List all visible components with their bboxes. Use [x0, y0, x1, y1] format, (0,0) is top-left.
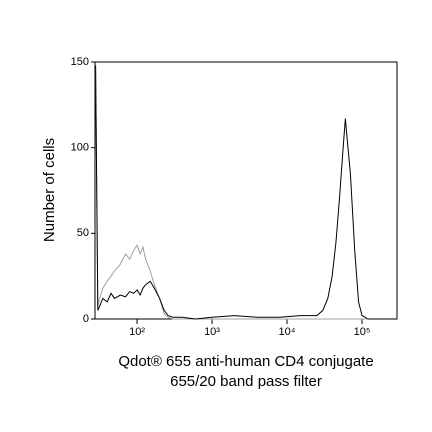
y-tick-label: 0	[83, 313, 89, 325]
x-axis-label: 655/20 band pass filter	[170, 373, 322, 390]
x-tick-label: 10³	[204, 326, 220, 338]
histogram-line	[95, 65, 368, 320]
y-tick-label: 150	[71, 56, 89, 68]
y-axis-label: Number of cells	[41, 138, 58, 242]
y-tick-label: 100	[71, 142, 89, 154]
y-tick-label: 50	[77, 227, 89, 239]
x-axis-label: Qdot® 655 anti-human CD4 conjugate	[118, 353, 373, 370]
x-tick-label: 10²	[129, 326, 145, 338]
x-tick-label: 10⁵	[354, 326, 371, 338]
x-tick-label: 10⁴	[279, 326, 296, 338]
histogram-line	[95, 65, 369, 320]
